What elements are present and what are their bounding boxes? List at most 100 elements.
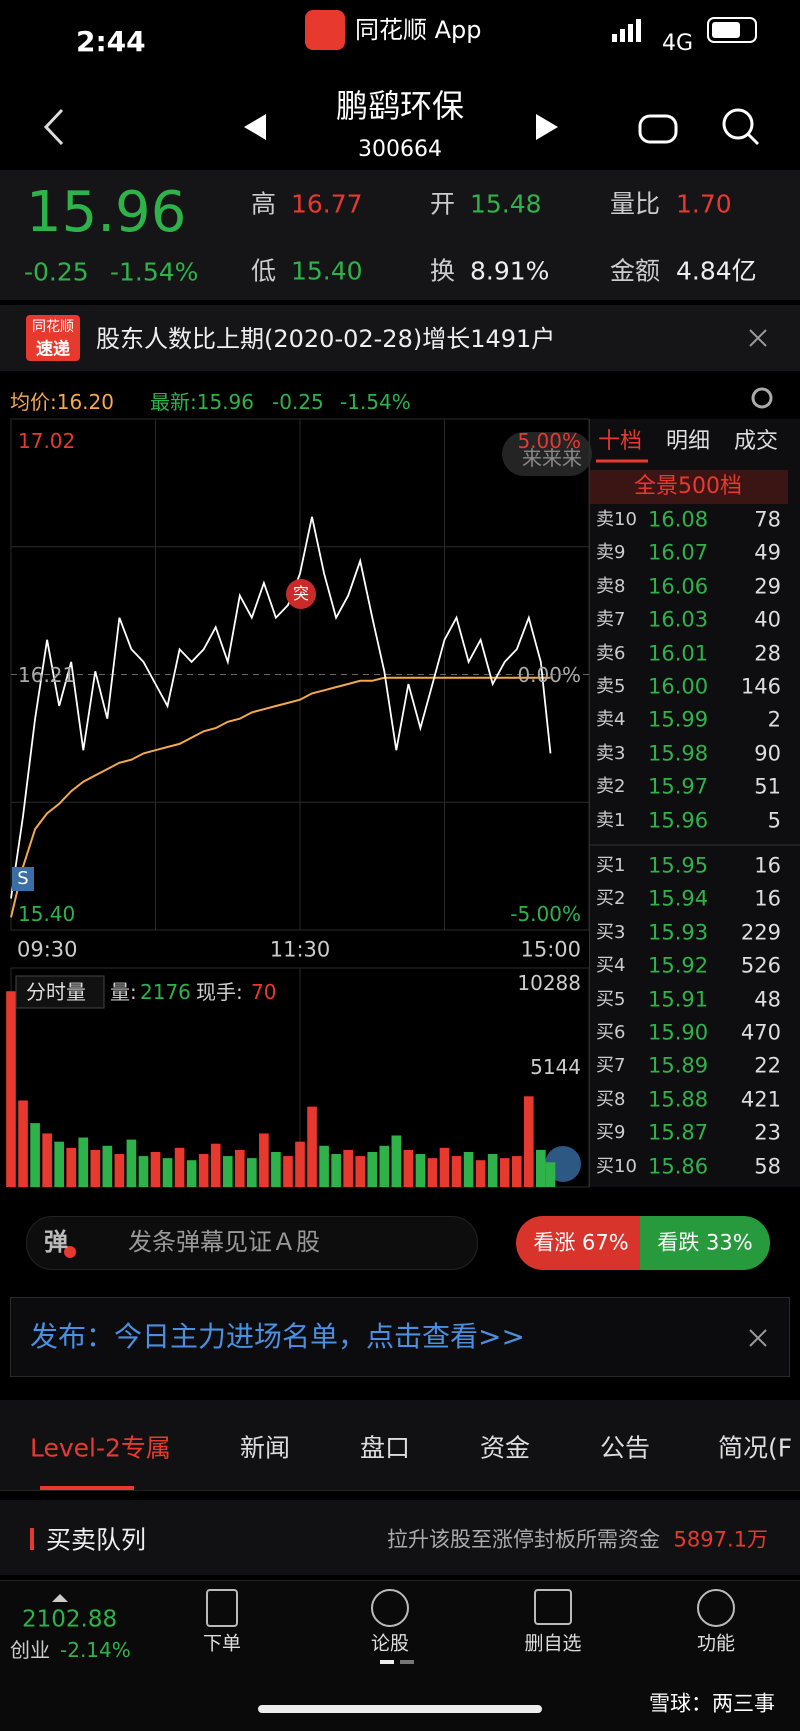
- index-name: 创业: [10, 1638, 50, 1662]
- bubble: [502, 432, 592, 476]
- settings-icon[interactable]: [751, 387, 773, 409]
- orderbook-price: 15.91: [648, 987, 709, 1012]
- tab[interactable]: 公告: [600, 1433, 651, 1463]
- volume-bar: [78, 1137, 89, 1187]
- danmaku-placeholder[interactable]: 发条弹幕见证Ａ股: [128, 1228, 320, 1256]
- vote-up[interactable]: 看涨 67%: [533, 1230, 629, 1255]
- stat-label: 换: [430, 256, 456, 286]
- vote-down-button[interactable]: [640, 1216, 770, 1270]
- volume-bar: [283, 1156, 293, 1187]
- watermark: 雪球：两三事: [649, 1691, 775, 1716]
- panorama-button[interactable]: 全景500档: [634, 474, 742, 499]
- break-marker: [286, 579, 316, 609]
- latest-price-label: 最新:15.96: [150, 390, 254, 414]
- index-arrow: [52, 1594, 68, 1602]
- battery-level: [712, 22, 740, 38]
- next-stock[interactable]: [536, 114, 558, 140]
- s-marker-text: S: [17, 868, 29, 889]
- volume-bar: [487, 1154, 498, 1187]
- orderbook-price: 15.93: [648, 920, 709, 945]
- orderbook-price: 15.94: [648, 886, 709, 911]
- orderbook-tab[interactable]: 十档: [597, 429, 643, 454]
- nav-item[interactable]: 删自选: [524, 1632, 582, 1655]
- pct-tick-label: 5.00%: [517, 429, 581, 453]
- break-marker-text: 突: [292, 584, 310, 603]
- tab[interactable]: 新闻: [240, 1433, 291, 1463]
- stat-label: 量比: [610, 189, 661, 219]
- orderbook-volume: 2: [767, 707, 781, 732]
- volume-bar: [391, 1135, 402, 1187]
- robot-icon[interactable]: [638, 114, 678, 144]
- orderbook-volume: 49: [754, 540, 781, 565]
- tab[interactable]: 资金: [480, 1433, 531, 1463]
- signal-bar: [612, 34, 617, 42]
- orderbook-volume: 90: [754, 741, 781, 766]
- stat-value: 4.84亿: [676, 256, 757, 286]
- orderbook-tab[interactable]: 成交: [733, 429, 779, 454]
- hand-now: 70: [251, 980, 277, 1004]
- stat-value: 16.77: [291, 189, 363, 219]
- nav-icon[interactable]: [206, 1589, 238, 1627]
- volume-title: 分时量: [26, 980, 86, 1004]
- stat-label: 低: [251, 256, 277, 286]
- volume-bar: [247, 1158, 257, 1187]
- orderbook-level: 卖10: [596, 509, 637, 530]
- volume-bar: [379, 1145, 390, 1187]
- search-icon[interactable]: [722, 108, 754, 140]
- promo-text[interactable]: 发布：今日主力进场名单，点击查看>>: [30, 1320, 525, 1353]
- orderbook-price: 16.07: [648, 540, 709, 565]
- volume-bar: [102, 1145, 113, 1187]
- nav-icon[interactable]: [697, 1589, 735, 1627]
- vote-up-button[interactable]: [516, 1216, 646, 1270]
- volume-bar: [90, 1149, 101, 1187]
- orderbook-volume: 16: [754, 886, 781, 911]
- x-tick-label: 15:00: [520, 937, 581, 962]
- orderbook-level: 卖2: [596, 776, 626, 798]
- home-indicator: [258, 1705, 542, 1713]
- volume-bar: [138, 1156, 149, 1187]
- tab[interactable]: 盘口: [360, 1433, 411, 1463]
- panorama-bg[interactable]: [590, 470, 788, 504]
- prev-stock[interactable]: [244, 114, 266, 140]
- back-button[interactable]: [43, 108, 64, 146]
- orderbook-tab[interactable]: 明细: [665, 429, 711, 454]
- orderbook-level: 买9: [596, 1122, 626, 1144]
- stock-name: 鹏鹞环保: [335, 87, 465, 125]
- page-dot: [380, 1660, 394, 1664]
- orderbook-price: 15.96: [648, 808, 709, 833]
- orderbook-level: 买3: [596, 921, 626, 943]
- nav-item[interactable]: 功能: [696, 1632, 736, 1655]
- search-icon-handle: [746, 132, 760, 146]
- volume-title-box: [15, 975, 105, 1009]
- volume-now: 2176: [140, 980, 191, 1004]
- volume-tick-label: 5144: [530, 1055, 581, 1079]
- y-tick-label: 17.02: [18, 429, 76, 453]
- volume-bar: [126, 1139, 137, 1187]
- nav-item[interactable]: 论股: [370, 1632, 410, 1655]
- orderbook-price: 15.92: [648, 953, 709, 978]
- avg-price-line: [10, 676, 551, 918]
- promo-banner[interactable]: [10, 1297, 790, 1377]
- volume-bar: [174, 1147, 185, 1187]
- tab[interactable]: Level-2专属: [30, 1433, 171, 1463]
- vote-down[interactable]: 看跌 33%: [657, 1230, 753, 1255]
- status-time: 2:44: [76, 25, 146, 58]
- nav-item[interactable]: 下单: [202, 1632, 242, 1655]
- orderbook-price: 15.87: [648, 1120, 709, 1145]
- news-banner[interactable]: [0, 305, 800, 371]
- danmaku-input[interactable]: [26, 1216, 478, 1270]
- tabs-bar: [0, 1400, 800, 1491]
- news-text[interactable]: 股东人数比上期(2020-02-28)增长1491户: [96, 325, 556, 353]
- orderbook-level: 买7: [596, 1055, 626, 1077]
- orderbook-level: 卖6: [596, 642, 626, 664]
- volume-bar: [295, 1141, 305, 1187]
- nav-icon[interactable]: [371, 1589, 409, 1627]
- tab[interactable]: 简况(F: [718, 1433, 793, 1463]
- orderbook-volume: 22: [754, 1053, 781, 1078]
- x-tick-label: 09:30: [17, 937, 78, 962]
- volume-bar: [499, 1158, 510, 1187]
- nav-icon[interactable]: [534, 1589, 572, 1625]
- orderbook-level: 卖3: [596, 742, 626, 764]
- orderbook-level: 卖5: [596, 676, 626, 697]
- volume-bar: [150, 1151, 161, 1187]
